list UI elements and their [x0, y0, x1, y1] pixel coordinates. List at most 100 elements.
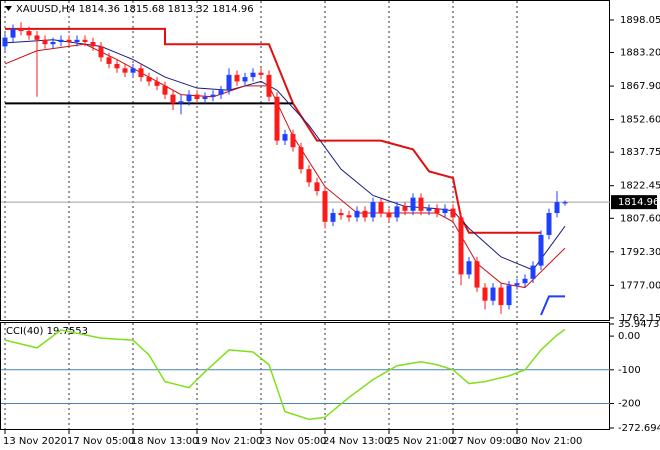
price-panel-frame	[0, 0, 610, 321]
candle-body	[354, 210, 360, 218]
candle-body	[410, 197, 416, 211]
y-tick-label: -272.694	[618, 423, 660, 434]
last-price-label: 1814.96	[618, 197, 659, 208]
candle-body	[154, 81, 160, 86]
candle-body	[226, 74, 232, 91]
candle-body	[514, 283, 520, 286]
last-price-box	[611, 195, 657, 210]
candle-body	[530, 265, 536, 279]
menu-triangle[interactable]	[5, 6, 12, 11]
candle-body	[274, 96, 280, 141]
candle-body	[50, 41, 56, 45]
candle-body	[26, 31, 32, 36]
candle-body	[434, 208, 440, 214]
candle-body	[58, 39, 64, 42]
x-tick-label: 27 Nov 09:00	[451, 436, 518, 447]
x-tick-label: 23 Nov 05:00	[259, 436, 326, 447]
chart-title: XAUUSD,H4 1814.36 1815.68 1813.32 1814.9…	[16, 4, 254, 15]
candle-body	[554, 202, 560, 214]
candle-body	[266, 74, 272, 97]
candle-body	[306, 169, 312, 183]
y-tick-label: 1822.45	[620, 181, 660, 192]
y-tick-label: 1867.90	[620, 81, 660, 92]
candle-body	[378, 202, 384, 214]
candle-body	[10, 28, 16, 38]
candle-body	[562, 202, 568, 204]
candle-body	[418, 197, 424, 211]
candle-body	[522, 278, 528, 284]
candle-body	[66, 39, 72, 42]
x-tick-label: 30 Nov 21:00	[515, 436, 582, 447]
candle-body	[402, 206, 408, 211]
candle-body	[338, 213, 344, 216]
candle-body	[546, 213, 552, 235]
x-tick-label: 24 Nov 13:00	[323, 436, 390, 447]
candle-body	[178, 101, 184, 104]
candle-body	[426, 208, 432, 211]
candle-body	[194, 94, 200, 100]
x-tick-label: 25 Nov 21:00	[387, 436, 454, 447]
candle-body	[74, 39, 80, 42]
y-tick-label: 35.9473	[618, 319, 659, 330]
candle-body	[442, 208, 448, 214]
indicator-title: CCI(40) 19.7553	[6, 326, 88, 337]
x-tick-label: 19 Nov 21:00	[195, 436, 262, 447]
candle-body	[466, 261, 472, 275]
x-tick-label: 17 Nov 05:00	[67, 436, 134, 447]
candle-body	[202, 96, 208, 100]
candle-body	[106, 57, 112, 64]
candle-body	[458, 217, 464, 275]
candle-body	[506, 285, 512, 306]
candle-body	[282, 134, 288, 141]
candle-body	[98, 46, 104, 58]
candle-body	[146, 77, 152, 82]
y-tick-label: 1777.00	[620, 280, 660, 291]
candle-body	[42, 39, 48, 45]
cci-line	[4, 328, 566, 421]
candle-body	[330, 213, 336, 222]
y-tick-label: -100	[618, 365, 641, 376]
candle-body	[394, 206, 400, 218]
candle-body	[242, 77, 248, 82]
candle-body	[234, 74, 240, 82]
candle-body	[114, 63, 120, 69]
candle-body	[138, 68, 144, 78]
candle-body	[450, 208, 456, 218]
candle-body	[250, 72, 256, 78]
candle-body	[82, 39, 88, 42]
candle-body	[370, 202, 376, 218]
candle-body	[90, 41, 96, 47]
candle-body	[490, 287, 496, 301]
y-tick-label: 0.00	[618, 331, 640, 342]
candle-body	[322, 191, 328, 222]
candle-body	[18, 28, 24, 32]
candle-body	[170, 94, 176, 104]
candle-body	[314, 182, 320, 192]
x-tick-label: 13 Nov 2020	[3, 436, 67, 447]
candle-body	[34, 35, 40, 40]
candle-body	[498, 287, 504, 306]
y-tick-label: 1852.60	[620, 115, 660, 126]
y-tick-label: -200	[618, 399, 641, 410]
y-tick-label: 1807.60	[620, 213, 660, 224]
candle-body	[130, 68, 136, 73]
candle-body	[122, 68, 128, 73]
candle-body	[538, 234, 544, 266]
y-tick-label: 1762.15	[620, 313, 660, 324]
candle-body	[218, 90, 224, 95]
candle-body	[186, 94, 192, 102]
y-tick-label: 1837.75	[620, 147, 660, 158]
candle-body	[362, 210, 368, 218]
candle-body	[386, 213, 392, 218]
candle-body	[290, 134, 296, 148]
candle-body	[298, 147, 304, 170]
overlay-line	[4, 39, 566, 271]
candle-body	[2, 37, 8, 47]
overlay-line	[540, 295, 565, 316]
candle-body	[346, 215, 352, 218]
candle-body	[162, 85, 168, 95]
candle-body	[482, 287, 488, 301]
